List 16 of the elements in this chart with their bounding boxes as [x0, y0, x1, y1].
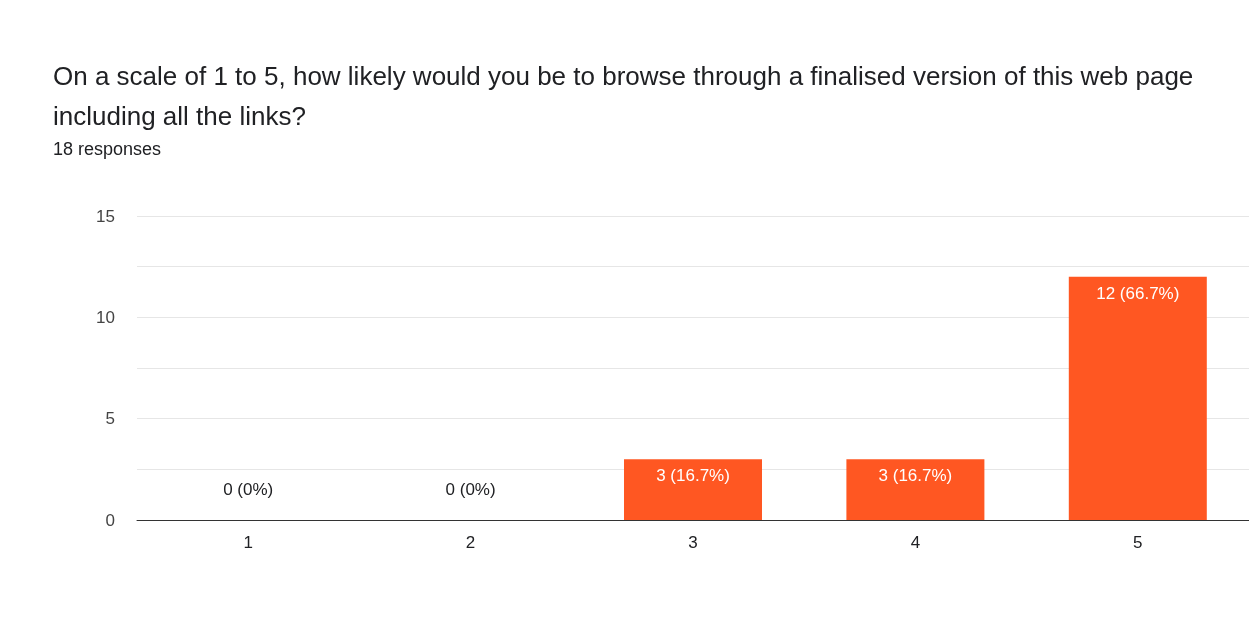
- data-label: 12 (66.7%): [1096, 283, 1180, 303]
- data-label: 3 (16.7%): [656, 466, 730, 486]
- x-tick-label: 4: [910, 533, 921, 552]
- chart-title: On a scale of 1 to 5, how likely would you be to browse through a finalised version of this web page including all the links?: [53, 60, 1195, 133]
- y-tick-label: 10: [96, 307, 115, 327]
- x-tick-label: 2: [465, 533, 476, 552]
- y-tick-label: 15: [96, 206, 115, 226]
- x-tick-label: 5: [1133, 533, 1143, 552]
- y-tick-label: 0: [105, 510, 115, 530]
- x-tick-label: 1: [243, 533, 253, 552]
- y-tick-label: 5: [105, 409, 115, 429]
- x-tick-label: 3: [688, 533, 698, 552]
- data-label: 3 (16.7%): [878, 466, 953, 486]
- data-label: 0 (0%): [223, 480, 274, 499]
- data-label: 0 (0%): [445, 480, 496, 499]
- chart-subtitle: 18 responses: [53, 139, 162, 160]
